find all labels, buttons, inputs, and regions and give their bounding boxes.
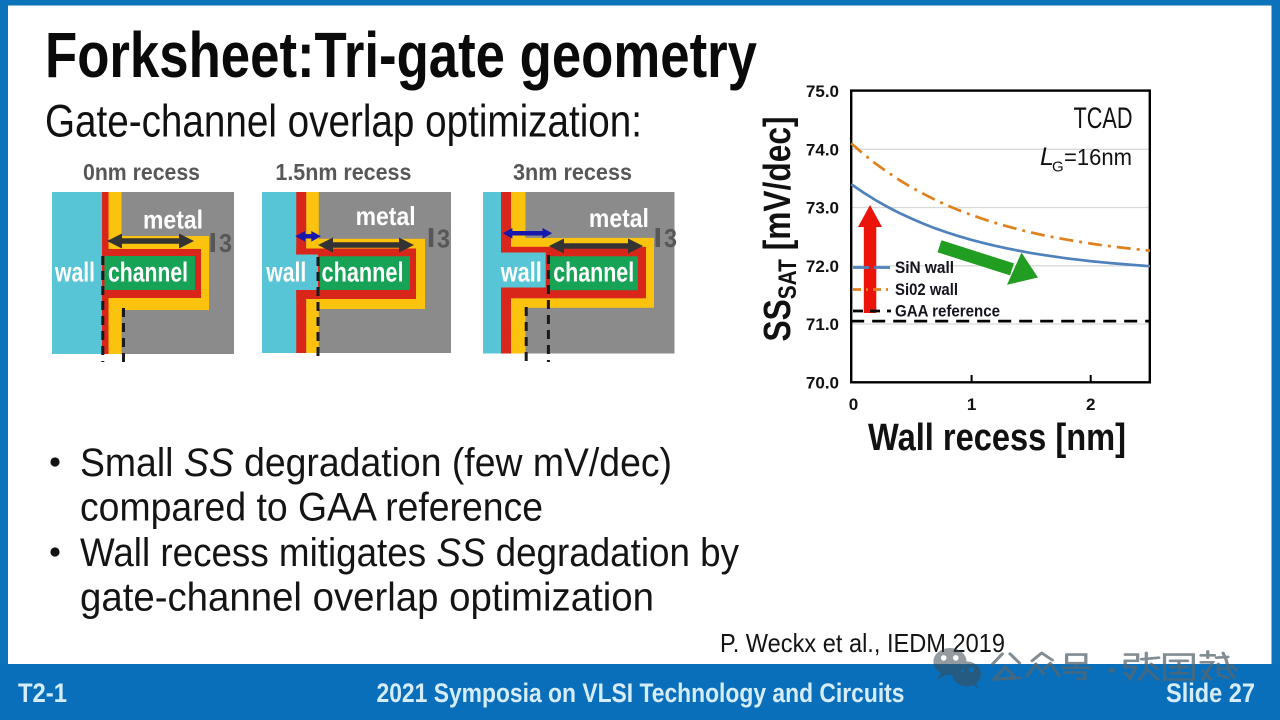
svg-text:3: 3 (664, 223, 677, 253)
svg-text:Gate-channel overlap optimizat: Gate-channel overlap optimization: (45, 96, 642, 147)
svg-text:GAA reference: GAA reference (895, 302, 1000, 321)
svg-text:TCAD: TCAD (1074, 102, 1133, 135)
svg-text:T2-1: T2-1 (18, 678, 67, 708)
svg-text:1.5nm recess: 1.5nm recess (275, 159, 411, 185)
svg-text:Wall recess mitigates SS degra: Wall recess mitigates SS degradation by (80, 531, 739, 575)
svg-text:Slide 27: Slide 27 (1166, 678, 1255, 708)
svg-text:SSSAT [mV/dec]: SSSAT [mV/dec] (757, 117, 802, 342)
svg-text:metal: metal (143, 205, 203, 235)
svg-text:gate-channel overlap optimizat: gate-channel overlap optimization (80, 576, 654, 620)
svg-text:L: L (1040, 143, 1054, 171)
svg-text:3: 3 (437, 224, 450, 254)
svg-text:=16nm: =16nm (1064, 144, 1132, 170)
svg-text:wall: wall (54, 257, 95, 288)
svg-text:Forksheet:Tri-gate geometry: Forksheet:Tri-gate geometry (45, 19, 757, 91)
svg-text:wall: wall (266, 257, 307, 288)
svg-text:74.0: 74.0 (806, 140, 839, 159)
svg-text:G: G (1052, 159, 1064, 176)
svg-text:0nm recess: 0nm recess (83, 159, 200, 185)
svg-text:2: 2 (1086, 395, 1095, 414)
svg-text:73.0: 73.0 (806, 199, 839, 218)
svg-text:0: 0 (849, 395, 858, 414)
svg-text:channel: channel (322, 257, 404, 288)
svg-text:Si02 wall: Si02 wall (895, 280, 958, 299)
svg-text:wall: wall (500, 257, 542, 288)
svg-text:compared to GAA reference: compared to GAA reference (80, 486, 543, 530)
svg-text:3: 3 (219, 228, 232, 258)
svg-text:Small SS degradation (few mV/d: Small SS degradation (few mV/dec) (80, 441, 672, 485)
svg-text:3nm recess: 3nm recess (513, 159, 632, 185)
svg-text:Wall recess [nm]: Wall recess [nm] (868, 417, 1126, 459)
svg-text:metal: metal (589, 203, 649, 233)
svg-text:1: 1 (967, 395, 976, 414)
svg-text:metal: metal (356, 201, 416, 231)
svg-text:75.0: 75.0 (806, 82, 839, 101)
svg-text:72.0: 72.0 (806, 257, 839, 276)
svg-text:2021 Symposia on VLSI Technolo: 2021 Symposia on VLSI Technology and Cir… (377, 678, 905, 708)
svg-text:channel: channel (108, 257, 188, 288)
svg-text:SiN wall: SiN wall (895, 258, 954, 277)
svg-text:channel: channel (553, 257, 634, 288)
svg-text:70.0: 70.0 (806, 373, 839, 392)
svg-text:71.0: 71.0 (806, 315, 839, 334)
